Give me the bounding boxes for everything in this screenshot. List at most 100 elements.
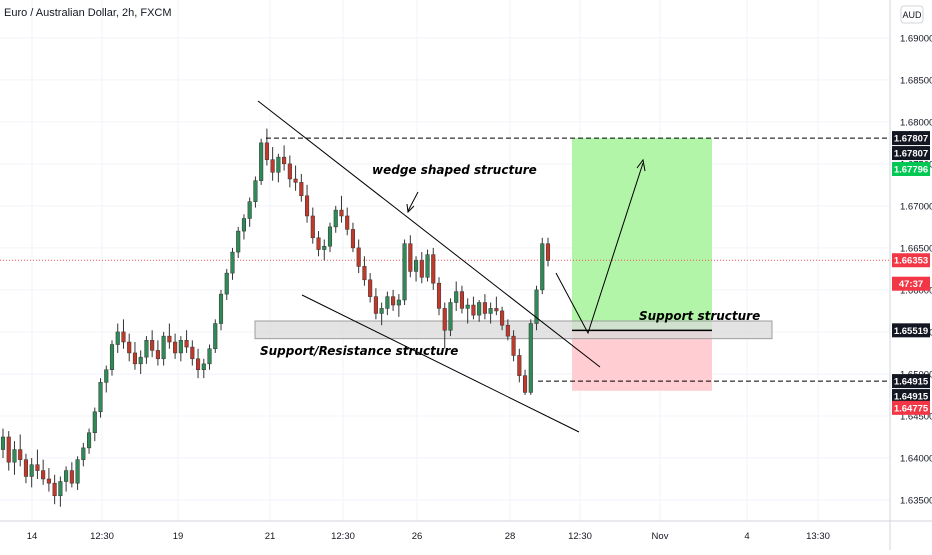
projection-path[interactable] <box>555 162 644 335</box>
candle-body <box>500 310 505 326</box>
wedge-pointer-arrowhead <box>406 203 415 214</box>
candle-body <box>442 308 447 331</box>
projection-arrowhead <box>636 158 646 172</box>
candle-body <box>184 340 189 348</box>
price-badge <box>892 374 930 389</box>
x-tick-label: 4 <box>744 531 749 542</box>
y-tick-label: 1.68000 <box>900 117 932 128</box>
candle-body <box>259 142 264 181</box>
wedge-upper-trendline[interactable] <box>257 100 601 368</box>
price-badge-label: 1.67807 <box>894 149 928 160</box>
candle-body <box>471 304 476 316</box>
candle-body <box>545 243 551 261</box>
wedge-lower-trendline[interactable] <box>301 294 580 433</box>
candle-body <box>373 296 378 314</box>
take-profit-zone[interactable] <box>572 138 712 331</box>
candle-body <box>81 447 86 460</box>
candle-body <box>362 266 367 281</box>
candle-body <box>517 355 522 376</box>
candle-body <box>132 352 137 365</box>
candle-body <box>92 411 97 434</box>
candles <box>0 128 551 507</box>
candle-body <box>236 230 241 253</box>
candle-body <box>18 449 23 460</box>
candle-body <box>327 226 333 247</box>
candle-body <box>465 304 470 309</box>
y-tick-label: 1.68500 <box>900 75 932 86</box>
currency-button[interactable] <box>900 5 924 24</box>
candle-body <box>167 335 172 343</box>
time-axis[interactable]: 14 12:30 19 21 12:30 26 28 12:30 Nov 4 13:30 <box>27 531 830 542</box>
candle-body <box>448 302 453 331</box>
price-badge <box>892 131 930 146</box>
candle-body <box>104 369 109 383</box>
currency-button-label: AUD <box>902 10 922 20</box>
candle-body <box>161 335 166 360</box>
candle-body <box>523 375 528 393</box>
y-tick-label: 1.66000 <box>900 285 932 296</box>
price-badge <box>892 276 930 291</box>
x-tick-label: 12:30 <box>331 531 355 542</box>
candle-body <box>345 215 350 230</box>
price-badge-label: 1.67796 <box>894 164 928 175</box>
candle-body <box>213 323 218 349</box>
candle-body <box>431 254 436 284</box>
candle-body <box>305 195 310 217</box>
candle-body <box>155 350 160 360</box>
candle-body <box>488 308 493 314</box>
y-tick-label: 1.63500 <box>900 495 932 506</box>
candle-body <box>482 302 487 314</box>
candle-body <box>282 156 287 165</box>
x-tick-label: 19 <box>173 531 184 542</box>
candle-body <box>115 331 120 345</box>
candle-body <box>138 356 143 365</box>
candle-body <box>414 260 419 272</box>
price-badge <box>892 323 930 338</box>
candle-body <box>322 245 327 250</box>
price-badge-label: 47:37 <box>899 279 923 290</box>
candle-body <box>230 251 235 274</box>
candle-body <box>144 340 149 358</box>
candle-body <box>12 449 17 463</box>
candle-body <box>264 142 269 160</box>
price-badge <box>892 161 930 176</box>
candle-body <box>23 459 28 477</box>
candle-body <box>87 432 92 449</box>
x-tick-label: 12:30 <box>90 531 114 542</box>
candle-body <box>196 358 201 370</box>
price-badge <box>892 389 930 404</box>
y-tick-label: 1.67000 <box>900 201 932 212</box>
candle-body <box>98 382 103 413</box>
price-badge-label: 1.64775 <box>894 403 929 414</box>
candle-body <box>270 159 275 173</box>
price-badge-label: 1.67807 <box>894 134 928 145</box>
candle-body <box>41 470 46 480</box>
candle-body <box>201 363 206 370</box>
price-badge-label: 1.65519 <box>894 326 928 337</box>
stop-loss-zone[interactable] <box>572 330 712 391</box>
candle-body <box>528 323 533 393</box>
candle-body <box>0 436 6 450</box>
price-badge <box>892 146 930 161</box>
price-axis[interactable]: 1.635001.640001.645001.650001.655001.660… <box>900 33 932 506</box>
candle-body <box>58 481 63 497</box>
x-tick-label: 12:30 <box>568 531 592 542</box>
candle-body <box>316 237 321 250</box>
candle-body <box>356 247 361 267</box>
y-tick-label: 1.69000 <box>900 33 932 44</box>
candle-body <box>29 464 34 477</box>
candle-body <box>339 209 344 217</box>
candle-body <box>173 341 178 354</box>
wedge-label: wedge shaped structure <box>372 163 537 177</box>
candle-body <box>436 282 442 309</box>
x-tick-label: Nov <box>652 531 669 542</box>
candle-body <box>190 346 195 360</box>
symbol-title: Euro / Australian Dollar, 2h, FXCM <box>4 7 172 19</box>
candle-body <box>293 178 298 183</box>
price-badge <box>892 400 930 415</box>
x-tick-label: 14 <box>27 531 38 542</box>
candle-body <box>505 324 510 337</box>
candle-body <box>379 308 384 314</box>
candle-body <box>391 296 396 306</box>
